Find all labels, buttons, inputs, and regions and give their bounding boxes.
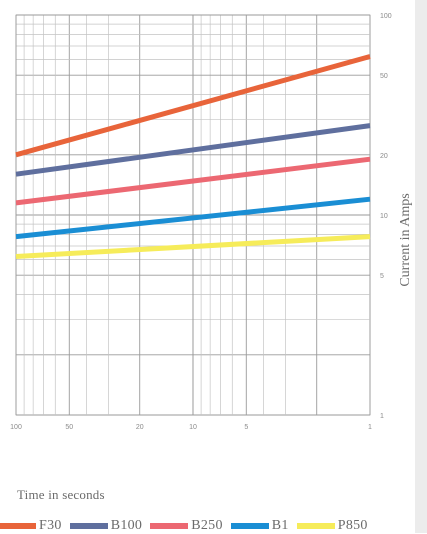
legend-label: B250 xyxy=(191,518,223,533)
series-line-f30 xyxy=(15,54,371,158)
legend-swatch xyxy=(230,523,269,529)
chart-grid xyxy=(15,14,371,416)
legend-item-b100: B100 xyxy=(69,518,143,534)
y-tick-label: 1 xyxy=(380,413,384,420)
x-tick-labels: 100 50 20 10 5 1 xyxy=(10,424,372,431)
y-axis-title: Current in Amps xyxy=(398,193,413,286)
series-line-b1 xyxy=(15,196,371,240)
legend-swatch xyxy=(296,523,335,529)
x-tick-label: 1 xyxy=(368,424,372,431)
y-tick-label: 100 xyxy=(380,13,392,20)
legend-item-p850: P850 xyxy=(296,518,368,534)
y-tick-label: 20 xyxy=(380,153,388,160)
legend: F30 B100 B250 B1 P850 xyxy=(0,518,415,534)
series-line-p850 xyxy=(15,234,371,259)
legend-item-b1: B1 xyxy=(230,518,289,534)
legend-label: P850 xyxy=(337,518,368,533)
legend-swatch xyxy=(150,523,189,529)
x-tick-label: 10 xyxy=(189,424,197,431)
legend-swatch xyxy=(69,523,108,529)
y-tick-labels: 100 50 20 10 5 1 xyxy=(380,13,392,420)
legend-item-b250: B250 xyxy=(150,518,223,534)
y-tick-label: 10 xyxy=(380,213,388,220)
legend-label: B1 xyxy=(271,518,289,533)
legend-label: B100 xyxy=(110,518,143,533)
y-tick-label: 5 xyxy=(380,273,384,280)
legend-swatch xyxy=(0,523,36,529)
x-tick-label: 5 xyxy=(244,424,248,431)
page-side-strip xyxy=(415,0,427,533)
y-tick-label: 50 xyxy=(380,73,388,80)
series-line-b100 xyxy=(15,123,371,177)
series-line-b250 xyxy=(15,156,371,206)
legend-item-f30: F30 xyxy=(0,518,62,534)
x-tick-label: 50 xyxy=(65,424,73,431)
x-axis-title: Time in seconds xyxy=(17,487,105,502)
x-tick-label: 100 xyxy=(10,424,22,431)
chart-series xyxy=(15,54,371,259)
x-tick-label: 20 xyxy=(136,424,144,431)
legend-label: F30 xyxy=(39,518,62,533)
